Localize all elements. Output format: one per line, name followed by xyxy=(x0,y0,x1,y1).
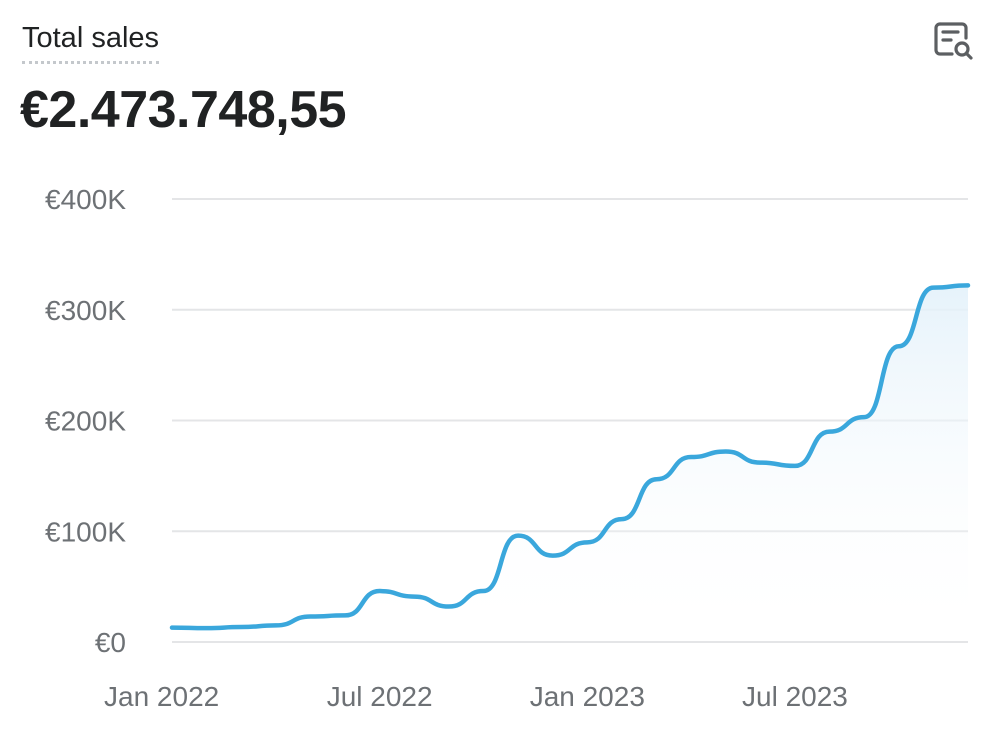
x-tick-label: Jul 2022 xyxy=(327,681,433,712)
chart-explore-icon-svg xyxy=(934,22,973,60)
y-tick-label: €0 xyxy=(95,627,126,658)
x-axis-ticks: Jan 2022 Jul 2022 Jan 2023 Jul 2023 xyxy=(104,681,848,712)
x-tick-label: Jan 2022 xyxy=(104,681,219,712)
chart-title[interactable]: Total sales xyxy=(22,20,160,64)
x-tick-label: Jul 2023 xyxy=(742,681,848,712)
chart-explore-icon[interactable] xyxy=(932,18,976,62)
sales-line xyxy=(169,283,971,631)
y-axis-ticks: €0 €100K €200K €300K €400K xyxy=(45,184,126,658)
total-sales-value: €2.473.748,55 xyxy=(20,81,347,139)
x-tick-label: Jan 2023 xyxy=(530,681,645,712)
y-tick-label: €200K xyxy=(45,406,126,437)
y-tick-label: €400K xyxy=(45,184,126,215)
grid-lines xyxy=(172,198,968,643)
y-tick-label: €300K xyxy=(45,295,126,326)
y-tick-label: €100K xyxy=(45,516,126,547)
sales-area-fill xyxy=(172,285,968,642)
